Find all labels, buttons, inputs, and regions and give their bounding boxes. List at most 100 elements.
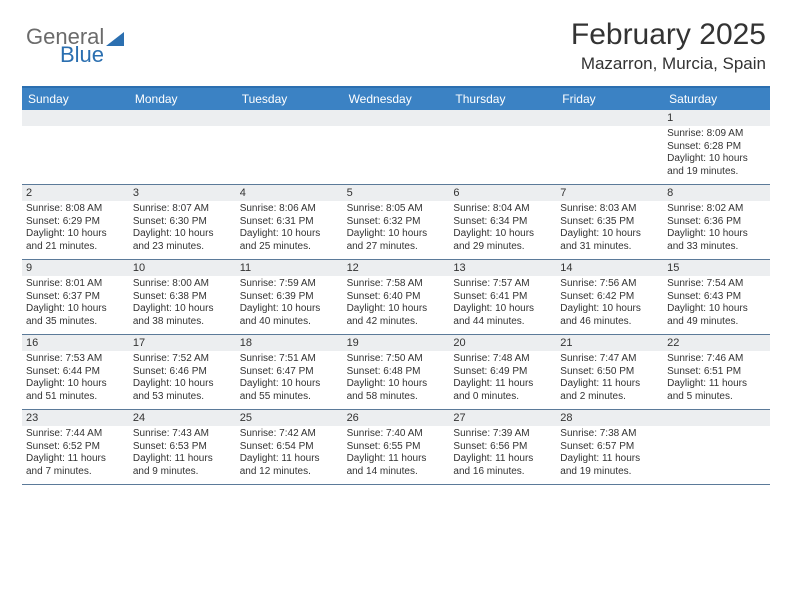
day-number: 1 bbox=[663, 110, 770, 126]
weekday-header: Saturday bbox=[663, 88, 770, 110]
calendar-day-cell: 16Sunrise: 7:53 AMSunset: 6:44 PMDayligh… bbox=[22, 335, 129, 409]
day-number bbox=[556, 110, 663, 126]
calendar-table: Sunday Monday Tuesday Wednesday Thursday… bbox=[22, 86, 770, 485]
sunset-line: Sunset: 6:44 PM bbox=[26, 366, 125, 379]
day-number: 11 bbox=[236, 260, 343, 276]
day-details: Sunrise: 7:40 AMSunset: 6:55 PMDaylight:… bbox=[343, 426, 450, 484]
sunset-line: Sunset: 6:35 PM bbox=[560, 216, 659, 229]
sunset-line: Sunset: 6:57 PM bbox=[560, 441, 659, 454]
calendar-day-cell: 20Sunrise: 7:48 AMSunset: 6:49 PMDayligh… bbox=[449, 335, 556, 409]
day-number bbox=[663, 410, 770, 426]
day-number: 7 bbox=[556, 185, 663, 201]
daylight-line: Daylight: 11 hours and 12 minutes. bbox=[240, 453, 339, 478]
day-details bbox=[663, 426, 770, 484]
day-number: 25 bbox=[236, 410, 343, 426]
day-details bbox=[343, 126, 450, 184]
day-number: 22 bbox=[663, 335, 770, 351]
day-number: 9 bbox=[22, 260, 129, 276]
calendar-week-row: 1Sunrise: 8:09 AMSunset: 6:28 PMDaylight… bbox=[22, 110, 770, 185]
day-details: Sunrise: 7:59 AMSunset: 6:39 PMDaylight:… bbox=[236, 276, 343, 334]
daylight-line: Daylight: 10 hours and 21 minutes. bbox=[26, 228, 125, 253]
sunset-line: Sunset: 6:41 PM bbox=[453, 291, 552, 304]
daylight-line: Daylight: 10 hours and 58 minutes. bbox=[347, 378, 446, 403]
weekday-header: Friday bbox=[556, 88, 663, 110]
day-number: 19 bbox=[343, 335, 450, 351]
day-number: 27 bbox=[449, 410, 556, 426]
sunrise-line: Sunrise: 8:09 AM bbox=[667, 128, 766, 141]
daylight-line: Daylight: 10 hours and 44 minutes. bbox=[453, 303, 552, 328]
page-title: February 2025 bbox=[571, 18, 766, 52]
calendar-day-cell: 3Sunrise: 8:07 AMSunset: 6:30 PMDaylight… bbox=[129, 185, 236, 259]
day-number: 23 bbox=[22, 410, 129, 426]
day-details: Sunrise: 8:01 AMSunset: 6:37 PMDaylight:… bbox=[22, 276, 129, 334]
daylight-line: Daylight: 10 hours and 51 minutes. bbox=[26, 378, 125, 403]
calendar-day-cell: 6Sunrise: 8:04 AMSunset: 6:34 PMDaylight… bbox=[449, 185, 556, 259]
day-details: Sunrise: 8:09 AMSunset: 6:28 PMDaylight:… bbox=[663, 126, 770, 184]
daylight-line: Daylight: 10 hours and 40 minutes. bbox=[240, 303, 339, 328]
day-details: Sunrise: 7:54 AMSunset: 6:43 PMDaylight:… bbox=[663, 276, 770, 334]
sunset-line: Sunset: 6:47 PM bbox=[240, 366, 339, 379]
daylight-line: Daylight: 11 hours and 14 minutes. bbox=[347, 453, 446, 478]
day-number: 18 bbox=[236, 335, 343, 351]
day-number: 24 bbox=[129, 410, 236, 426]
weekday-header: Tuesday bbox=[236, 88, 343, 110]
daylight-line: Daylight: 10 hours and 49 minutes. bbox=[667, 303, 766, 328]
daylight-line: Daylight: 10 hours and 35 minutes. bbox=[26, 303, 125, 328]
sunset-line: Sunset: 6:31 PM bbox=[240, 216, 339, 229]
sunrise-line: Sunrise: 7:51 AM bbox=[240, 353, 339, 366]
day-details: Sunrise: 7:52 AMSunset: 6:46 PMDaylight:… bbox=[129, 351, 236, 409]
sunrise-line: Sunrise: 7:42 AM bbox=[240, 428, 339, 441]
day-details: Sunrise: 8:07 AMSunset: 6:30 PMDaylight:… bbox=[129, 201, 236, 259]
day-details: Sunrise: 8:00 AMSunset: 6:38 PMDaylight:… bbox=[129, 276, 236, 334]
day-details: Sunrise: 7:48 AMSunset: 6:49 PMDaylight:… bbox=[449, 351, 556, 409]
brand-text: General Blue bbox=[26, 26, 124, 66]
weekday-header-row: Sunday Monday Tuesday Wednesday Thursday… bbox=[22, 88, 770, 110]
day-details: Sunrise: 7:46 AMSunset: 6:51 PMDaylight:… bbox=[663, 351, 770, 409]
day-number bbox=[22, 110, 129, 126]
calendar-day-cell: 22Sunrise: 7:46 AMSunset: 6:51 PMDayligh… bbox=[663, 335, 770, 409]
day-details bbox=[556, 126, 663, 184]
daylight-line: Daylight: 10 hours and 25 minutes. bbox=[240, 228, 339, 253]
day-number: 28 bbox=[556, 410, 663, 426]
day-number: 10 bbox=[129, 260, 236, 276]
calendar-day-cell: 14Sunrise: 7:56 AMSunset: 6:42 PMDayligh… bbox=[556, 260, 663, 334]
day-details: Sunrise: 7:38 AMSunset: 6:57 PMDaylight:… bbox=[556, 426, 663, 484]
calendar-day-cell: 12Sunrise: 7:58 AMSunset: 6:40 PMDayligh… bbox=[343, 260, 450, 334]
calendar-week-row: 16Sunrise: 7:53 AMSunset: 6:44 PMDayligh… bbox=[22, 335, 770, 410]
day-details: Sunrise: 7:47 AMSunset: 6:50 PMDaylight:… bbox=[556, 351, 663, 409]
day-number: 14 bbox=[556, 260, 663, 276]
sunset-line: Sunset: 6:38 PM bbox=[133, 291, 232, 304]
sunset-line: Sunset: 6:28 PM bbox=[667, 141, 766, 154]
daylight-line: Daylight: 10 hours and 46 minutes. bbox=[560, 303, 659, 328]
calendar-day-cell: 7Sunrise: 8:03 AMSunset: 6:35 PMDaylight… bbox=[556, 185, 663, 259]
day-number bbox=[343, 110, 450, 126]
day-details: Sunrise: 7:43 AMSunset: 6:53 PMDaylight:… bbox=[129, 426, 236, 484]
day-number: 20 bbox=[449, 335, 556, 351]
calendar-day-cell bbox=[556, 110, 663, 184]
day-number: 5 bbox=[343, 185, 450, 201]
day-number: 21 bbox=[556, 335, 663, 351]
calendar-day-cell bbox=[22, 110, 129, 184]
day-number: 13 bbox=[449, 260, 556, 276]
weeks-container: 1Sunrise: 8:09 AMSunset: 6:28 PMDaylight… bbox=[22, 110, 770, 485]
weekday-header: Wednesday bbox=[343, 88, 450, 110]
day-number: 15 bbox=[663, 260, 770, 276]
day-number bbox=[129, 110, 236, 126]
sunset-line: Sunset: 6:29 PM bbox=[26, 216, 125, 229]
calendar-day-cell: 17Sunrise: 7:52 AMSunset: 6:46 PMDayligh… bbox=[129, 335, 236, 409]
day-details: Sunrise: 7:42 AMSunset: 6:54 PMDaylight:… bbox=[236, 426, 343, 484]
brand-logo: General Blue bbox=[26, 26, 124, 66]
daylight-line: Daylight: 10 hours and 33 minutes. bbox=[667, 228, 766, 253]
day-details: Sunrise: 7:51 AMSunset: 6:47 PMDaylight:… bbox=[236, 351, 343, 409]
calendar-day-cell bbox=[449, 110, 556, 184]
daylight-line: Daylight: 10 hours and 55 minutes. bbox=[240, 378, 339, 403]
sunset-line: Sunset: 6:42 PM bbox=[560, 291, 659, 304]
sunset-line: Sunset: 6:56 PM bbox=[453, 441, 552, 454]
day-number: 16 bbox=[22, 335, 129, 351]
sunrise-line: Sunrise: 7:48 AM bbox=[453, 353, 552, 366]
daylight-line: Daylight: 10 hours and 38 minutes. bbox=[133, 303, 232, 328]
calendar-day-cell: 23Sunrise: 7:44 AMSunset: 6:52 PMDayligh… bbox=[22, 410, 129, 484]
sunset-line: Sunset: 6:54 PM bbox=[240, 441, 339, 454]
daylight-line: Daylight: 10 hours and 42 minutes. bbox=[347, 303, 446, 328]
sunrise-line: Sunrise: 8:04 AM bbox=[453, 203, 552, 216]
